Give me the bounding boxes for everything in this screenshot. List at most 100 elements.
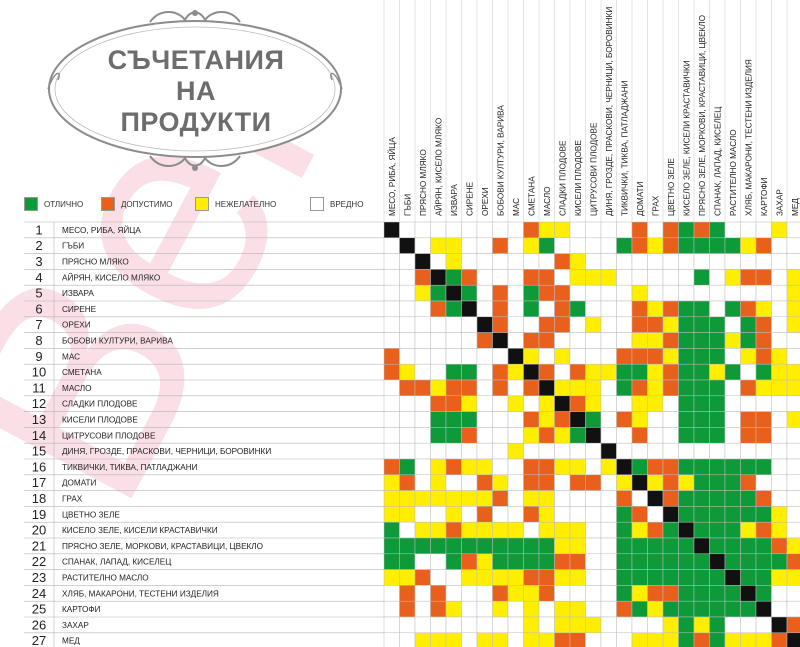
column-label: СПАНАК, ЛАПАД, КИСЕЛЕЦ (713, 107, 722, 216)
cell-1-4 (430, 221, 447, 239)
cell-14-18 (647, 427, 664, 444)
cell-23-22 (709, 569, 726, 586)
row-number: 19 (32, 507, 46, 522)
cell-11-15 (600, 379, 617, 397)
cell-4-14 (585, 269, 602, 286)
cell-3-17 (631, 253, 648, 270)
cell-9-22 (709, 348, 726, 365)
legend-label-acceptable: ДОПУСТИМО (121, 199, 173, 209)
cell-23-15 (600, 569, 617, 586)
cell-26-9 (507, 616, 524, 634)
cell-11-6 (461, 379, 478, 397)
row-label: ПРЯСНО МЛЯКО (62, 258, 129, 267)
cell-2-13 (569, 237, 586, 254)
cell-9-6 (461, 348, 478, 365)
cell-23-10 (523, 569, 540, 586)
cell-19-24 (740, 506, 757, 523)
cell-22-12 (554, 553, 571, 570)
cell-3-13 (569, 253, 586, 270)
column-label: ЦВЕТНО ЗЕЛЕ (667, 158, 676, 216)
column-label: ЦИТРУСОВИ ПЛОДОВЕ (589, 122, 598, 216)
cell-15-9 (507, 442, 524, 460)
cell-21-24 (740, 537, 757, 555)
cell-24-7 (476, 585, 493, 602)
cell-4-11 (538, 269, 555, 286)
cell-27-2 (399, 632, 416, 647)
cell-27-17 (631, 632, 648, 647)
cell-16-16 (616, 458, 633, 476)
cell-23-25 (755, 569, 772, 586)
cell-19-10 (523, 506, 540, 523)
cell-9-16 (616, 348, 633, 365)
cell-27-6 (461, 632, 478, 647)
cell-20-24 (740, 521, 757, 539)
cell-16-25 (755, 458, 772, 476)
cell-1-24 (740, 221, 757, 239)
cell-10-17 (631, 363, 648, 381)
cell-5-6 (461, 284, 478, 302)
row-label: ЦИТРУСОВИ ПЛОДОВЕ (62, 431, 156, 440)
cell-8-17 (631, 332, 648, 349)
cell-14-25 (755, 427, 772, 444)
cell-22-2 (399, 553, 416, 570)
cell-20-16 (616, 521, 633, 539)
cell-12-7 (476, 395, 493, 412)
cell-8-7 (476, 332, 493, 349)
row-number: 6 (35, 301, 42, 316)
cell-22-23 (724, 553, 741, 570)
cell-25-17 (631, 600, 648, 618)
cell-3-18 (647, 253, 664, 270)
cell-6-16 (616, 300, 633, 318)
cell-27-20 (678, 632, 695, 647)
cell-16-1 (383, 458, 400, 476)
row-number: 17 (32, 475, 46, 490)
cell-3-9 (507, 253, 524, 270)
cell-9-15 (600, 348, 617, 365)
cell-23-18 (647, 569, 664, 586)
cell-4-23 (724, 269, 741, 286)
column-label: ДОМАТИ (636, 181, 645, 216)
cell-8-23 (724, 332, 741, 349)
cell-27-21 (693, 632, 710, 647)
cell-13-6 (461, 411, 478, 428)
cell-7-24 (740, 316, 757, 333)
cell-16-17 (631, 458, 648, 476)
row-number: 7 (35, 317, 42, 332)
title-line-2: НА (176, 76, 216, 106)
cell-22-14 (585, 553, 602, 570)
cell-23-7 (476, 569, 493, 586)
cell-18-9 (507, 490, 524, 507)
cell-9-20 (678, 348, 695, 365)
cell-19-9 (507, 506, 524, 523)
cell-22-20 (678, 553, 695, 570)
row-number: 23 (32, 570, 46, 585)
cell-7-6 (461, 316, 478, 333)
row-label: ГРАХ (62, 495, 83, 504)
cell-1-3 (414, 221, 431, 239)
cell-17-4 (430, 474, 447, 491)
cell-3-5 (445, 253, 462, 270)
cell-21-13 (569, 537, 586, 555)
cell-26-16 (616, 616, 633, 634)
cell-3-4 (430, 253, 447, 270)
cell-18-2 (399, 490, 416, 507)
cell-8-6 (461, 332, 478, 349)
cell-20-20 (678, 521, 695, 539)
cell-19-21 (693, 506, 710, 523)
row-number: 16 (32, 459, 46, 474)
cell-21-19 (662, 537, 679, 555)
legend: ОТЛИЧНО ДОПУСТИМО НЕЖЕЛАТЕЛНО ВРЕДНО (24, 196, 384, 216)
cell-16-12 (554, 458, 571, 476)
cell-13-20 (678, 411, 695, 428)
legend-item-excellent: ОТЛИЧНО (24, 196, 83, 212)
cell-23-14 (585, 569, 602, 586)
cell-27-24 (740, 632, 757, 647)
cell-24-9 (507, 585, 524, 602)
cell-3-23 (724, 253, 741, 270)
legend-label-excellent: ОТЛИЧНО (44, 199, 84, 209)
cell-24-17 (631, 585, 648, 602)
cell-20-13 (569, 521, 586, 539)
cell-11-3 (414, 379, 431, 397)
cell-10-7 (476, 363, 493, 381)
cell-8-10 (523, 332, 540, 349)
